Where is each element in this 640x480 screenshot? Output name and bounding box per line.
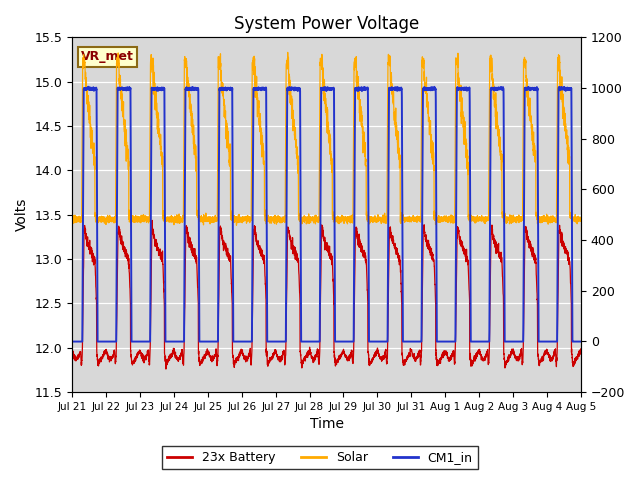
X-axis label: Time: Time	[310, 418, 344, 432]
Title: System Power Voltage: System Power Voltage	[234, 15, 419, 33]
Text: VR_met: VR_met	[81, 50, 134, 63]
Y-axis label: Volts: Volts	[15, 198, 29, 231]
Legend: 23x Battery, Solar, CM1_in: 23x Battery, Solar, CM1_in	[163, 446, 477, 469]
